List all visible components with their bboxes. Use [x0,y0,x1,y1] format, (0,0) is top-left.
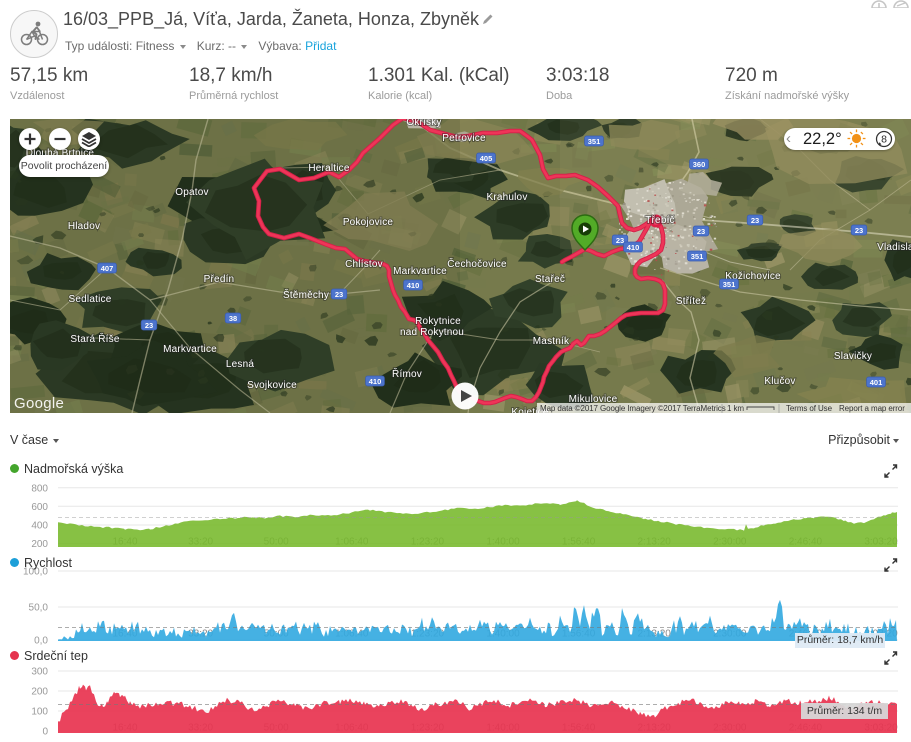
svg-text:Opatov: Opatov [175,187,208,198]
svg-text:Klučov: Klučov [764,376,795,387]
svg-text:Třebíč: Třebíč [645,215,675,226]
svg-text:410: 410 [627,243,640,252]
svg-text:Mikulovice: Mikulovice [569,394,618,405]
svg-text:Okříšky: Okříšky [406,117,441,128]
svg-text:Vladislav: Vladislav [877,242,911,253]
svg-text:100: 100 [31,707,48,718]
svg-text:600: 600 [31,502,48,513]
svg-text:Heraltice: Heraltice [308,163,349,174]
svg-text:401: 401 [870,378,883,387]
svg-text:Římov: Římov [392,367,422,380]
svg-text:Hladov: Hladov [68,221,100,232]
svg-text:410: 410 [407,281,420,290]
svg-text:360: 360 [693,160,706,169]
svg-text:Petrovice: Petrovice [442,133,486,144]
svg-text:0: 0 [42,727,48,738]
svg-text:300: 300 [31,667,48,678]
svg-text:38: 38 [229,314,237,323]
svg-text:Kožichovice: Kožichovice [725,271,781,282]
svg-text:50,0: 50,0 [29,603,49,614]
svg-text:200: 200 [31,539,48,550]
svg-text:Lesná: Lesná [226,359,254,370]
svg-text:400: 400 [31,521,48,532]
svg-text:Svojkovice: Svojkovice [247,380,297,391]
svg-text:Markvartice: Markvartice [163,344,217,355]
svg-text:Slavičky: Slavičky [834,351,872,362]
svg-text:Stařeč: Stařeč [535,274,565,285]
svg-text:200: 200 [31,687,48,698]
svg-text:nad Rokytnou: nad Rokytnou [400,327,464,338]
svg-text:410: 410 [369,377,382,386]
svg-text:Stará Říše: Stará Říše [70,332,119,345]
svg-text:8: 8 [881,133,887,145]
svg-text:Google: Google [14,395,64,412]
svg-text:Štěměchy: Štěměchy [283,288,329,301]
svg-text:Map data ©2017 Google Imagery: Map data ©2017 Google Imagery ©2017 Terr… [540,404,726,413]
svg-text:23: 23 [335,290,343,299]
svg-text:Chlístov: Chlístov [345,259,383,270]
svg-text:Kojetice: Kojetice [511,407,548,418]
svg-text:Rokytnice: Rokytnice [415,316,461,327]
svg-text:800: 800 [31,483,48,494]
svg-text:Terms of Use: Terms of Use [786,404,833,413]
svg-text:351: 351 [723,280,736,289]
svg-text:405: 405 [480,154,493,163]
svg-text:Sedlatice: Sedlatice [69,294,112,305]
svg-text:Krahulov: Krahulov [486,192,527,203]
svg-text:Report a map error: Report a map error [839,404,905,413]
svg-text:100,0: 100,0 [23,567,48,578]
svg-text:23: 23 [697,227,705,236]
svg-text:351: 351 [691,252,704,261]
svg-text:407: 407 [101,264,114,273]
svg-text:1 km: 1 km [727,404,744,413]
svg-text:23: 23 [145,321,153,330]
svg-text:0,0: 0,0 [34,636,48,647]
svg-text:23: 23 [751,216,759,225]
svg-text:23: 23 [855,226,863,235]
svg-text:23: 23 [616,236,624,245]
svg-text:Předín: Předín [204,274,235,285]
svg-text:Čechočovice: Čechočovice [447,257,507,270]
svg-text:Střítež: Střítež [676,296,706,307]
svg-text:Pokojovice: Pokojovice [343,217,394,228]
svg-text:Markvartice: Markvartice [393,266,447,277]
svg-text:351: 351 [588,137,601,146]
svg-text:Mastník: Mastník [533,336,570,347]
